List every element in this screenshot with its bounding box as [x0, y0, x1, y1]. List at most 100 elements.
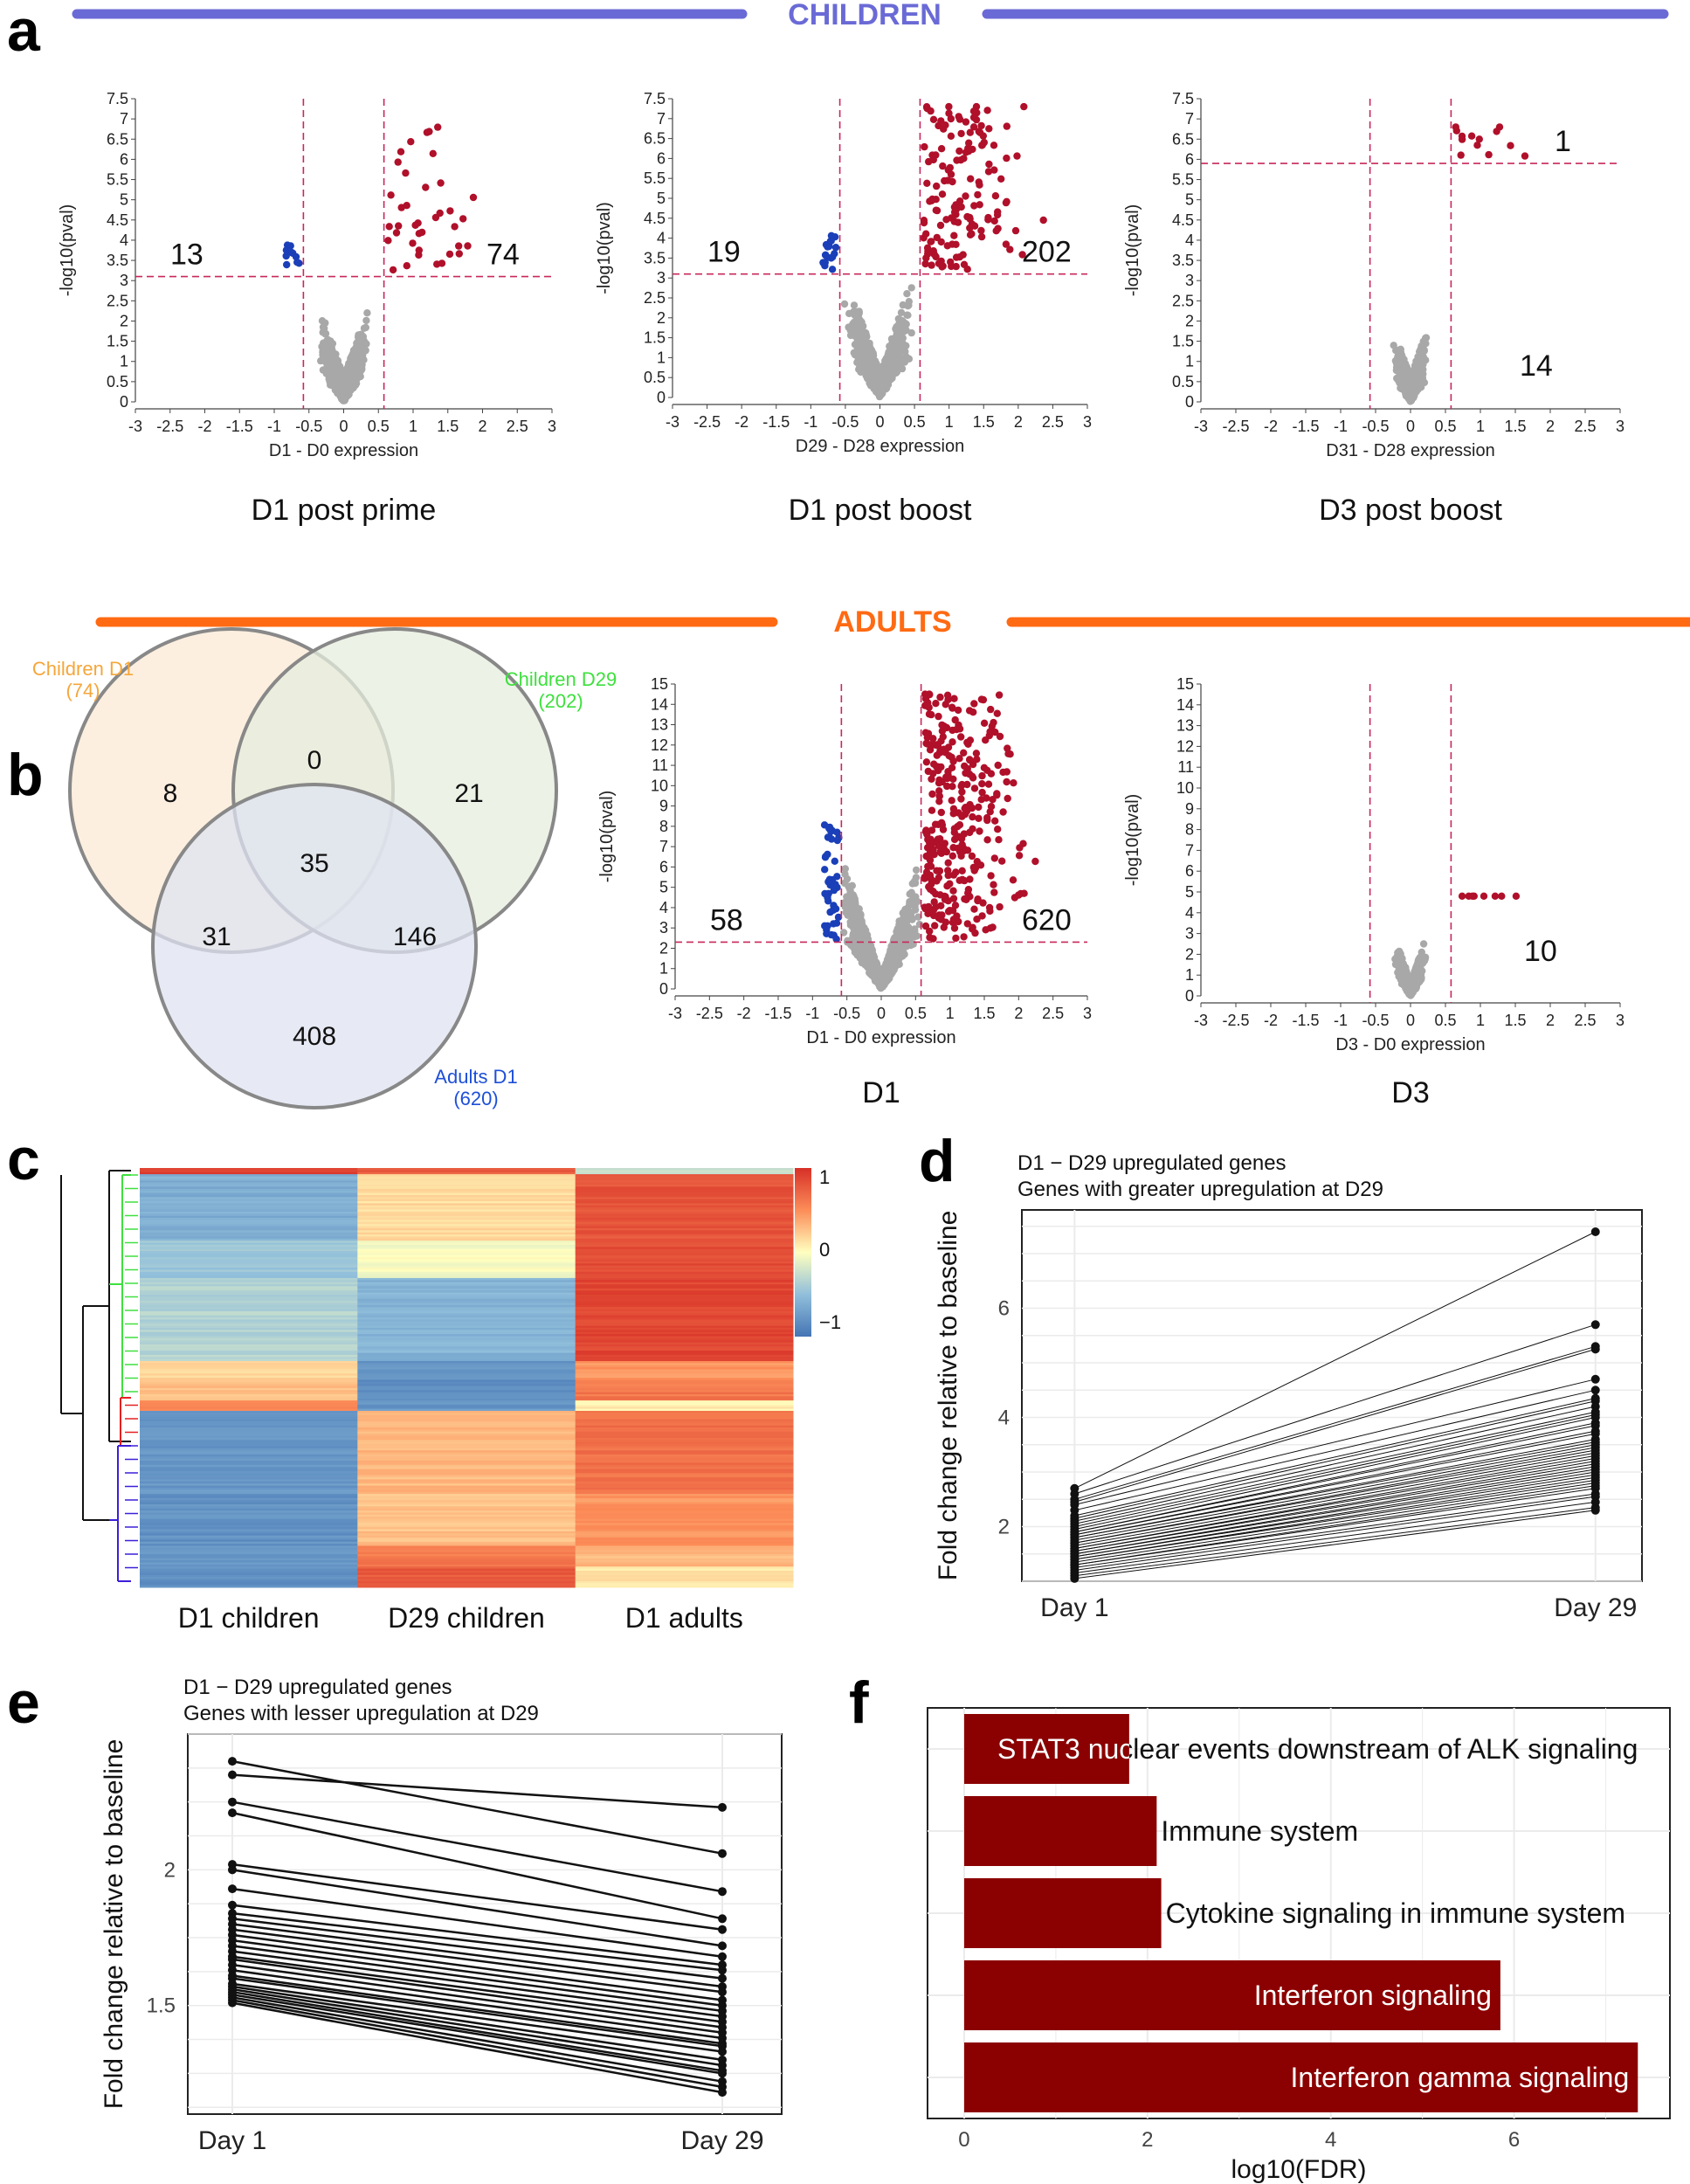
point-ns: [321, 330, 329, 338]
x-tick-label: -0.5: [833, 1005, 860, 1022]
y-tick-label: 12: [651, 736, 668, 754]
y-tick-label: 1.5: [644, 329, 666, 347]
point-up: [948, 262, 955, 271]
y-tick-label: 6: [1185, 150, 1194, 168]
y-tick-label: 2: [659, 939, 668, 957]
panel-label-a: a: [7, 0, 41, 64]
point-up: [985, 160, 993, 169]
point-ns: [866, 351, 873, 359]
y-tick-label: 2: [657, 309, 666, 327]
x-tick-label: 0: [1406, 418, 1415, 435]
point-ns: [1403, 387, 1411, 396]
point-down: [286, 242, 294, 250]
point-up: [422, 183, 430, 191]
x-tick-label: -0.5: [295, 418, 322, 435]
point-up: [392, 229, 401, 237]
y-tick-label: 10: [651, 777, 668, 794]
y-tick-label: 4.5: [107, 211, 128, 229]
y-tick-label: 1: [120, 353, 128, 370]
point-down: [831, 244, 840, 252]
point-up: [414, 219, 422, 227]
point-ns: [903, 290, 911, 298]
point-up: [991, 192, 1000, 200]
y-tick-label: 2: [1185, 312, 1194, 329]
y-tick-label: 5.5: [1172, 171, 1194, 189]
point-ns: [329, 378, 337, 386]
point-up: [977, 232, 986, 241]
point-up: [950, 232, 958, 239]
point-ns: [319, 323, 328, 331]
point-ns: [868, 367, 876, 375]
point-up: [409, 239, 417, 247]
y-tick-label: 4: [1185, 232, 1194, 249]
y-tick-label: 1.5: [107, 333, 128, 350]
y-tick-label: 0.5: [1172, 373, 1194, 390]
point-up: [1507, 142, 1514, 149]
point-up: [1003, 122, 1011, 130]
point-ns: [895, 356, 903, 364]
point-up: [434, 123, 442, 131]
x-tick-label: -2: [197, 418, 211, 435]
x-tick-label: -2: [1264, 418, 1278, 435]
point-ns: [363, 309, 371, 317]
point-up: [445, 250, 454, 259]
point-up: [948, 240, 956, 248]
point-ns: [327, 341, 335, 349]
y-tick-label: 1: [657, 349, 666, 366]
point-up: [937, 145, 946, 153]
point-up: [415, 251, 423, 259]
volcano-plot-volcano_d3_boost: 00.511.522.533.544.555.566.577.5-3 -2.5 -2…: [1123, 90, 1624, 527]
y-tick-label: 3.5: [644, 249, 666, 266]
point-ns: [330, 355, 339, 363]
y-tick-label: 0: [120, 393, 128, 411]
point-up: [1493, 128, 1500, 135]
adults-section-title: ADULTS: [833, 605, 951, 639]
point-up: [968, 220, 976, 228]
x-tick-label: 2.5: [507, 418, 528, 435]
point-ns: [355, 333, 362, 342]
x-tick-label: -2.5: [1222, 418, 1249, 435]
point-ns: [344, 365, 352, 373]
point-ns: [902, 353, 911, 361]
y-tick-label: 1.5: [1172, 333, 1194, 350]
point-up: [947, 132, 955, 140]
y-tick-label: 4: [659, 899, 668, 916]
x-tick-label: -3: [128, 418, 142, 435]
point-ns: [1418, 342, 1425, 350]
point-ns: [893, 350, 901, 358]
point-ns: [852, 349, 859, 356]
point-up: [394, 158, 402, 166]
point-up: [929, 115, 938, 123]
point-ns: [848, 329, 856, 338]
plot-caption: D1 post boost: [789, 494, 972, 527]
y-axis-label: -log10(pval): [595, 202, 614, 294]
point-up: [928, 195, 936, 204]
y-tick-label: 15: [651, 675, 668, 693]
x-tick-label: 0.5: [368, 418, 390, 435]
point-ns: [907, 284, 915, 292]
point-ns: [907, 328, 915, 337]
point-up: [436, 209, 444, 218]
y-tick-label: 7.5: [644, 90, 666, 107]
x-tick-label: 3: [1083, 1005, 1092, 1022]
point-ns: [856, 331, 864, 340]
y-tick-label: 0: [1185, 393, 1194, 411]
panel-label-f: f: [849, 1669, 869, 1736]
point-ns: [875, 381, 883, 389]
x-tick-label: 2.5: [1042, 413, 1064, 431]
point-up: [1475, 135, 1484, 143]
y-tick-label: 7.5: [1172, 90, 1194, 107]
point-up: [395, 222, 403, 230]
point-up: [429, 149, 437, 157]
y-tick-label: 0.5: [107, 373, 128, 390]
point-up: [1020, 102, 1028, 111]
point-up: [933, 182, 941, 190]
point-ns: [1414, 383, 1422, 391]
point-ns: [885, 368, 893, 376]
y-axis-label: -log10(pval): [1123, 204, 1142, 297]
point-ns: [1392, 363, 1401, 371]
y-axis-label: -log10(pval): [597, 791, 617, 883]
x-tick-label: -3: [666, 413, 679, 431]
point-ns: [358, 342, 366, 349]
